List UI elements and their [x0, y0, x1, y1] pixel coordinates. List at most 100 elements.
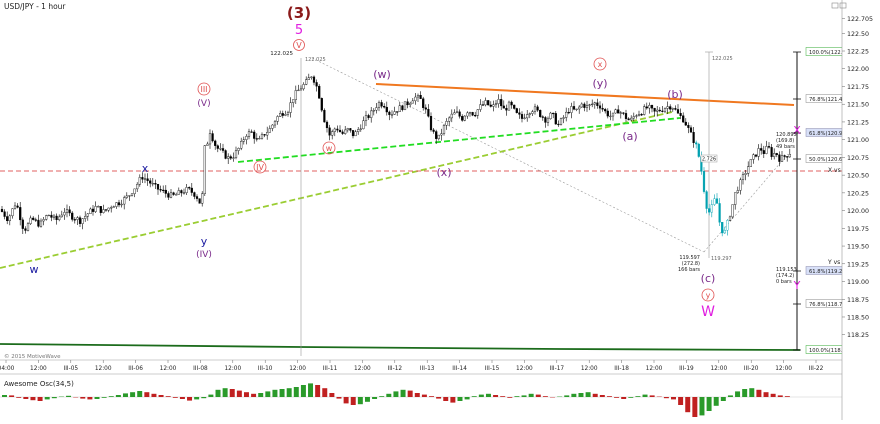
candle-body	[274, 121, 276, 125]
candle-body	[311, 77, 313, 78]
candle-body	[584, 104, 586, 108]
candle-body	[552, 113, 554, 114]
candle-body	[204, 146, 206, 194]
candle-body	[675, 108, 677, 109]
y-tick-label: 118.25	[847, 332, 869, 339]
ao-bar	[344, 397, 349, 403]
candle-body	[636, 116, 638, 117]
x-tick-label: III-18	[614, 366, 629, 372]
candle-body	[649, 105, 651, 108]
candle-body	[32, 218, 34, 220]
candle-body	[19, 207, 21, 219]
candle-body	[760, 148, 762, 150]
ao-bar	[287, 388, 292, 397]
ao-bar	[664, 397, 669, 398]
candle-body	[342, 132, 344, 134]
candle-body	[108, 208, 110, 210]
ao-bar	[671, 397, 676, 399]
candle-body	[708, 209, 710, 213]
candle-body	[35, 220, 37, 221]
candle-body	[727, 220, 729, 230]
ao-bar	[80, 397, 85, 399]
x-tick-label: 12:00	[224, 366, 241, 372]
candle-body	[238, 148, 240, 150]
candle-body	[313, 77, 315, 83]
candle-body	[222, 148, 224, 150]
candle-body	[324, 110, 326, 122]
ao-bar	[230, 389, 235, 397]
candle-body	[233, 158, 235, 159]
ao-bar	[443, 397, 448, 401]
candle-body	[181, 190, 183, 192]
candle-body	[630, 118, 632, 120]
x-tick-label: III-13	[420, 366, 435, 372]
candle-body	[142, 177, 144, 179]
y-tick-label: 120.25	[847, 190, 869, 197]
ao-bar	[735, 391, 740, 397]
candle-body	[396, 112, 398, 113]
ao-bar	[187, 397, 192, 401]
candle-body	[339, 130, 341, 132]
candle-body	[693, 132, 695, 142]
candle-body	[368, 115, 370, 117]
candle-body	[316, 82, 318, 86]
candle-body	[451, 114, 453, 118]
hi-price-label: 122.025	[270, 51, 293, 57]
candle-body	[654, 108, 656, 111]
candle-body	[469, 112, 471, 113]
candle-body	[27, 224, 29, 231]
ao-bar	[593, 394, 598, 397]
wave-label-x-blue: x	[142, 162, 149, 175]
candle-body	[22, 220, 24, 229]
candle-body	[511, 102, 513, 105]
candle-body	[199, 199, 201, 204]
candle-body	[521, 114, 523, 118]
candle-body	[279, 113, 281, 116]
ao-bar	[337, 397, 342, 399]
wave-label-V: V	[296, 41, 302, 50]
candle-body	[43, 219, 45, 221]
candle-body	[669, 107, 671, 110]
ao-bar	[472, 396, 477, 397]
candle-body	[97, 206, 99, 207]
candle-body	[303, 84, 305, 89]
candle-body	[290, 103, 292, 113]
candle-body	[105, 210, 107, 211]
ao-bar	[529, 394, 534, 397]
candle-body	[721, 222, 723, 233]
candle-body	[66, 210, 68, 213]
ao-bar	[23, 397, 28, 399]
candle-body	[118, 203, 120, 205]
candle-body	[123, 198, 125, 205]
candle-body	[485, 100, 487, 104]
candle-body	[513, 105, 515, 108]
ao-bar	[180, 397, 185, 399]
x-tick-label: III-22	[809, 366, 824, 372]
candle-body	[134, 189, 136, 194]
ao-bar	[322, 388, 327, 397]
candle-body	[318, 86, 320, 98]
candle-body	[786, 156, 788, 157]
candle-body	[373, 110, 375, 111]
hi-price-label2: 122.025	[305, 57, 326, 63]
candle-body	[625, 113, 627, 118]
ao-title: Awesome Osc(34,5)	[4, 380, 74, 388]
candle-body	[92, 209, 94, 212]
ao-bar	[457, 397, 462, 401]
candle-body	[500, 99, 502, 106]
candle-body	[87, 214, 89, 216]
candle-body	[38, 220, 40, 226]
candle-body	[529, 114, 531, 115]
candle-body	[347, 128, 349, 130]
candle-body	[269, 128, 271, 132]
candle-body	[71, 213, 73, 219]
candle-body	[768, 146, 770, 147]
candle-body	[690, 128, 692, 133]
ao-bar	[785, 396, 790, 397]
candle-body	[389, 112, 391, 115]
candle-body	[550, 113, 552, 119]
candle-body	[329, 128, 331, 135]
candle-body	[225, 151, 227, 159]
ao-bar	[507, 397, 512, 398]
